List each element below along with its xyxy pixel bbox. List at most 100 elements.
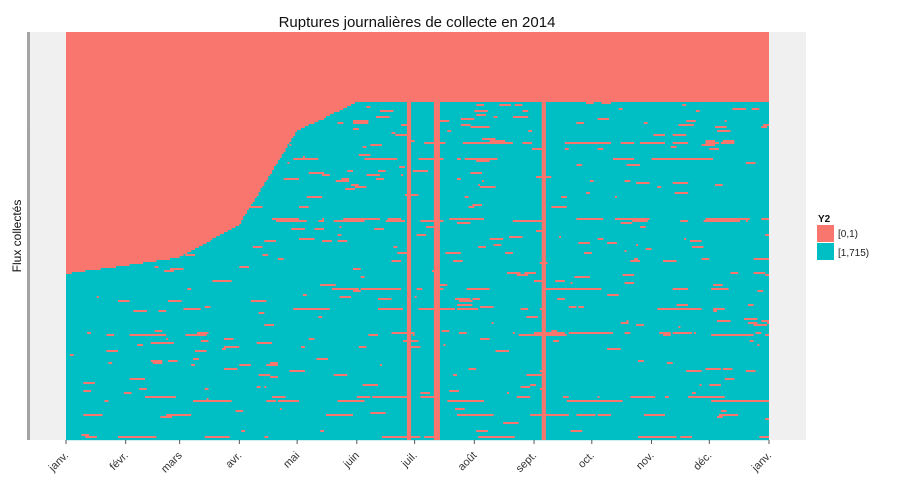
cell-gap-no-data xyxy=(530,384,536,387)
cell-gap-no-data xyxy=(478,246,486,249)
cell-span-collected xyxy=(266,180,769,183)
cell-gap-no-data xyxy=(96,296,99,299)
cell-gap-no-data xyxy=(745,370,756,373)
cell-gap-no-data xyxy=(256,386,261,389)
cell-gap-no-data xyxy=(379,110,394,113)
cell-span-collected xyxy=(329,114,769,117)
cell-span-collected xyxy=(66,334,769,337)
cell-gap-no-data xyxy=(682,104,687,107)
cell-span-collected xyxy=(66,386,769,389)
cell-span-collected xyxy=(254,198,770,201)
cell-gap-no-data xyxy=(141,310,147,313)
cell-gap-no-data xyxy=(564,142,600,145)
cell-gap-no-data xyxy=(711,288,729,291)
y-axis-title: Flux collectés xyxy=(10,200,24,273)
cell-gap-no-data xyxy=(482,180,484,183)
cell-gap-no-data xyxy=(626,320,629,323)
cell-span-collected xyxy=(248,208,769,211)
cell-gap-no-data xyxy=(765,334,769,337)
cell-gap-no-data xyxy=(570,430,583,433)
x-tick-label: juin xyxy=(341,450,362,471)
x-tick-label: avr. xyxy=(223,450,244,471)
cell-span-collected xyxy=(227,230,769,233)
cell-gap-no-data xyxy=(410,140,415,143)
cell-gap-no-data xyxy=(584,252,592,255)
cell-gap-no-data xyxy=(362,384,379,387)
cell-span-collected xyxy=(262,186,769,189)
cell-gap-no-data xyxy=(516,274,529,277)
cell-gap-no-data xyxy=(358,154,371,157)
cell-gap-no-data xyxy=(235,410,244,413)
cell-span-collected xyxy=(66,428,769,431)
cell-gap-no-data xyxy=(356,396,371,399)
cell-gap-no-data xyxy=(447,130,452,133)
cell-span-collected xyxy=(268,178,769,181)
cell-gap-no-data xyxy=(204,306,211,309)
cell-gap-no-data xyxy=(659,332,671,335)
cell-span-collected xyxy=(258,194,769,197)
cell-gap-no-data xyxy=(337,234,342,237)
cell-gap-no-data xyxy=(320,284,336,287)
cell-gap-no-data xyxy=(264,386,267,389)
cell-gap-no-data xyxy=(223,338,234,341)
cell-gap-no-data xyxy=(293,158,319,161)
cell-gap-no-data xyxy=(412,170,429,173)
cell-span-collected xyxy=(66,422,769,425)
cell-gap-no-data xyxy=(674,192,689,195)
cell-gap-no-data xyxy=(264,324,271,327)
cell-gap-no-data xyxy=(695,110,700,113)
cell-span-collected xyxy=(66,412,769,415)
cell-span-collected xyxy=(71,272,770,275)
cell-gap-no-data xyxy=(381,436,421,439)
cell-gap-no-data xyxy=(318,220,325,223)
cell-column-break xyxy=(541,102,544,440)
cell-gap-no-data xyxy=(638,436,677,439)
cell-gap-no-data xyxy=(447,400,484,403)
cell-span-collected xyxy=(66,364,769,367)
cell-gap-no-data xyxy=(453,260,463,263)
cell-gap-no-data xyxy=(418,158,444,161)
cell-gap-no-data xyxy=(200,340,209,343)
cell-gap-no-data xyxy=(678,124,694,127)
cell-span-collected xyxy=(129,264,769,267)
cell-span-collected xyxy=(66,306,769,309)
cell-gap-no-data xyxy=(170,268,184,271)
cell-gap-no-data xyxy=(524,272,536,275)
cell-span-collected xyxy=(170,258,769,261)
cell-gap-no-data xyxy=(293,308,317,311)
cell-gap-no-data xyxy=(765,234,769,237)
legend-swatch-high xyxy=(817,243,834,260)
cell-gap-no-data xyxy=(686,120,696,123)
cell-gap-no-data xyxy=(691,392,696,395)
cell-gap-no-data xyxy=(680,436,692,439)
cell-span-collected xyxy=(260,188,769,191)
cell-gap-no-data xyxy=(299,238,315,241)
cell-gap-no-data xyxy=(597,238,604,241)
cell-span-collected xyxy=(254,200,770,203)
cell-gap-no-data xyxy=(104,400,109,403)
cell-span-collected xyxy=(258,192,769,195)
cell-span-collected xyxy=(270,174,769,177)
cell-gap-no-data xyxy=(352,128,359,131)
cell-span-collected xyxy=(179,256,769,259)
cell-gap-no-data xyxy=(601,102,612,105)
cell-gap-no-data xyxy=(333,220,365,223)
cell-span-collected xyxy=(277,160,769,163)
cell-gap-no-data xyxy=(416,288,423,291)
cell-span-collected xyxy=(250,204,770,207)
cell-gap-no-data xyxy=(534,280,544,283)
cell-gap-no-data xyxy=(460,118,475,121)
cell-gap-no-data xyxy=(620,142,635,145)
cell-gap-no-data xyxy=(191,364,196,367)
cell-gap-no-data xyxy=(299,206,309,209)
cell-gap-no-data xyxy=(724,378,735,381)
cell-span-collected xyxy=(295,134,769,137)
cell-span-collected xyxy=(66,406,769,409)
cell-gap-no-data xyxy=(399,166,405,169)
cell-gap-no-data xyxy=(345,188,355,191)
cell-gap-no-data xyxy=(168,360,178,363)
cell-gap-no-data xyxy=(435,120,450,123)
cell-span-collected xyxy=(279,158,769,161)
cell-span-collected xyxy=(268,176,769,179)
cell-gap-no-data xyxy=(412,334,415,337)
